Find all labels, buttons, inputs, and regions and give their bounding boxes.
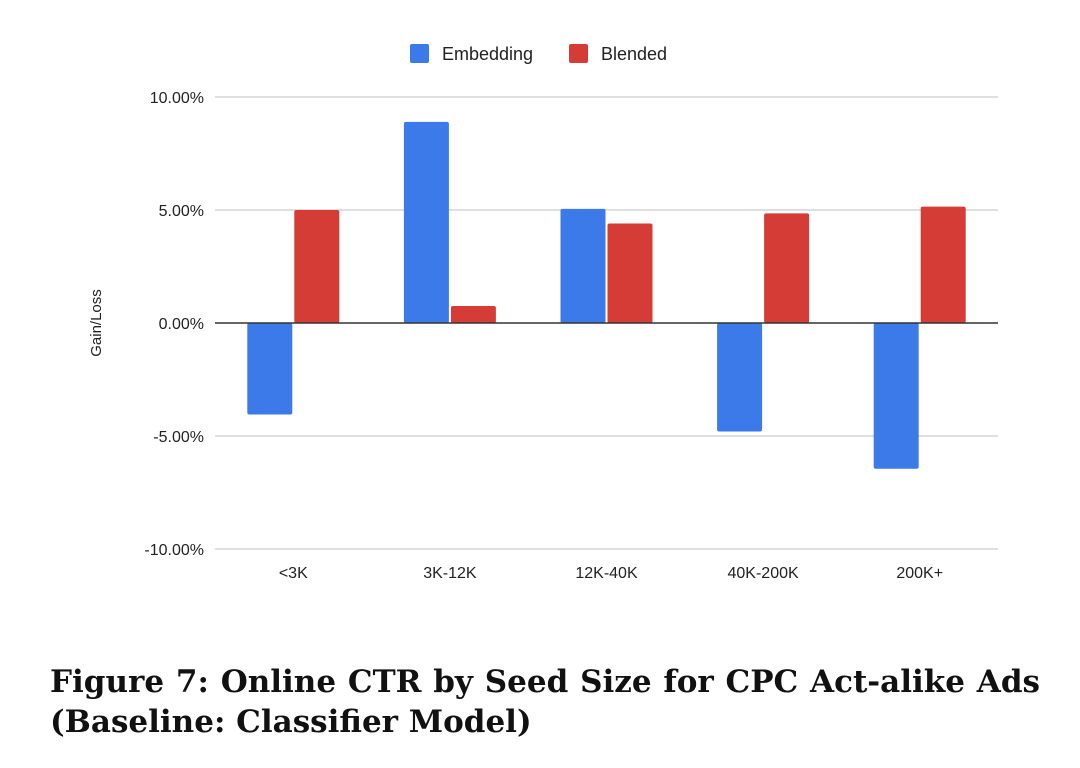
legend: Embedding Blended bbox=[410, 44, 667, 64]
y-axis-ticks: 10.00% 5.00% 0.00% -5.00% -10.00% bbox=[144, 90, 204, 559]
y-tick-label: 0.00% bbox=[159, 316, 204, 333]
bar-chart: Embedding Blended 10.00% 5.00% 0.00% -5.00% -… bbox=[88, 44, 998, 582]
y-tick-label: 10.00% bbox=[150, 90, 204, 107]
x-tick-label: 12K-40K bbox=[575, 565, 638, 582]
x-axis-ticks: <3K 3K-12K 12K-40K 40K-200K 200K+ bbox=[279, 565, 943, 582]
bars bbox=[247, 121, 966, 469]
bar-blended-2 bbox=[607, 223, 653, 323]
bar-blended-0 bbox=[294, 210, 340, 323]
x-tick-label: 40K-200K bbox=[728, 565, 799, 582]
y-tick-label: -5.00% bbox=[153, 429, 204, 446]
legend-swatch-embedding bbox=[410, 44, 429, 63]
bar-embedding-4 bbox=[873, 323, 919, 469]
x-tick-label: 3K-12K bbox=[423, 565, 477, 582]
gridlines bbox=[215, 96, 998, 550]
bar-embedding-1 bbox=[403, 121, 449, 323]
caption-line-1: Figure 7: Online CTR by Seed Size for CP… bbox=[50, 664, 1040, 700]
bar-blended-4 bbox=[920, 206, 966, 323]
bar-blended-3 bbox=[764, 213, 810, 323]
y-tick-label: 5.00% bbox=[159, 203, 204, 220]
y-axis-title: Gain/Loss bbox=[88, 289, 105, 357]
bar-embedding-3 bbox=[717, 323, 763, 432]
y-tick-label: -10.00% bbox=[144, 542, 204, 559]
bar-embedding-2 bbox=[560, 208, 606, 323]
legend-swatch-blended bbox=[569, 44, 588, 63]
x-tick-label: <3K bbox=[279, 565, 308, 582]
bar-blended-1 bbox=[450, 306, 496, 323]
legend-label-embedding: Embedding bbox=[442, 44, 533, 64]
legend-label-blended: Blended bbox=[601, 44, 667, 64]
bar-embedding-0 bbox=[247, 323, 293, 415]
figure-caption: Figure 7: Online CTR by Seed Size for CP… bbox=[50, 662, 1040, 742]
caption-line-2: (Baseline: Classifier Model) bbox=[50, 704, 532, 740]
x-tick-label: 200K+ bbox=[896, 565, 943, 582]
